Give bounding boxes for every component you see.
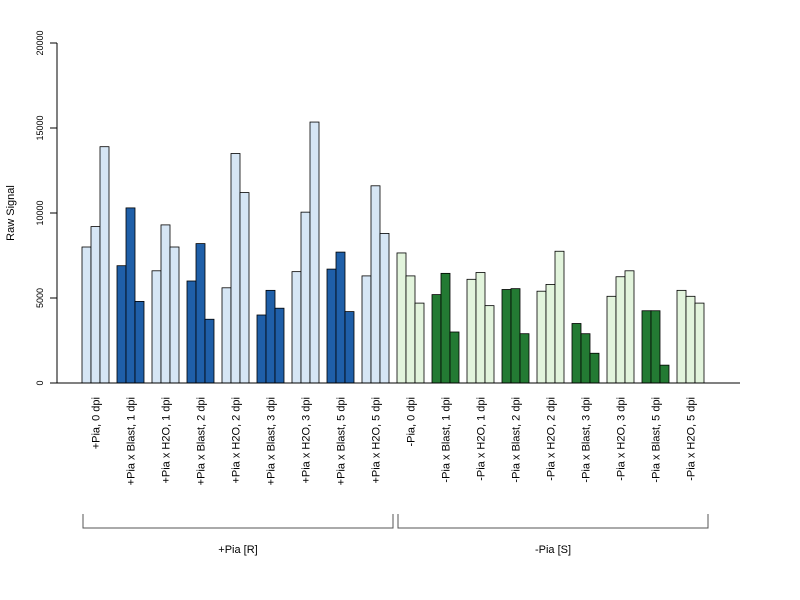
x-tick-label: -Pia x H2O, 5 dpi [686,397,698,481]
x-tick-label: -Pia x H2O, 2 dpi [546,397,558,481]
bar [169,246,180,384]
bar [230,153,241,384]
x-tick-label: -Pia, 0 dpi [406,397,418,447]
bar [475,272,486,384]
bar [195,243,206,384]
bar [641,310,652,384]
bar [624,270,635,384]
x-tick-label: -Pia x H2O, 3 dpi [616,397,628,481]
x-tick-label: +Pia x Blast, 1 dpi [126,397,138,485]
y-tick-label: 5000 [35,288,45,308]
bar [116,265,127,384]
bar [125,207,136,384]
group-bracket [397,514,709,529]
x-tick-label: +Pia x Blast, 2 dpi [196,397,208,485]
bar [676,289,687,384]
bar [650,310,661,384]
bar [405,275,416,384]
x-axis-labels: +Pia, 0 dpi +Pia x Blast, 1 dpi +Pia x H2O… [91,397,698,485]
y-axis: 0 5000 10000 15000 20000 [35,30,58,386]
bar [361,275,372,384]
y-tick-label: 10000 [35,200,45,225]
x-tick-label: +Pia x Blast, 5 dpi [336,397,348,485]
bar [659,364,670,384]
bar [160,224,171,384]
bar [545,283,556,384]
bar [274,307,285,384]
y-axis-label: Raw Signal [5,185,17,241]
bar [370,185,381,384]
y-tick-label: 15000 [35,115,45,140]
bar [606,295,617,384]
bar [536,290,547,384]
bar [151,270,162,384]
bar [90,226,101,384]
x-tick-label: -Pia x Blast, 3 dpi [581,397,593,483]
y-tick-label: 0 [35,380,45,385]
x-tick-label: -Pia x Blast, 1 dpi [441,397,453,483]
bar [221,287,232,384]
x-tick-label: +Pia x H2O, 3 dpi [301,397,313,484]
x-tick-label: +Pia x Blast, 3 dpi [266,397,278,485]
bar [580,333,591,384]
bar [81,246,92,384]
bar [449,331,460,384]
plot-area [57,121,740,384]
bar [510,288,521,384]
bar [519,333,530,384]
bar [484,305,495,384]
y-tick-label: 20000 [35,30,45,55]
bar [291,271,302,384]
x-tick-label: +Pia x H2O, 2 dpi [231,397,243,484]
group-bracket [82,514,394,529]
x-tick-label: -Pia x Blast, 2 dpi [511,397,523,483]
bar [414,302,425,384]
bar [379,232,390,384]
x-tick-label: -Pia x Blast, 5 dpi [651,397,663,483]
bar [256,314,267,384]
bar [466,278,477,384]
bar [99,146,110,384]
bar [554,250,565,384]
bar [571,323,582,384]
bar [615,276,626,384]
bar [589,352,600,384]
x-tick-label: +Pia, 0 dpi [91,397,103,449]
group-label: +Pia [R] [218,544,257,556]
bar [300,211,311,384]
bar [204,318,215,384]
x-tick-label: -Pia x H2O, 1 dpi [476,397,488,481]
bar [239,192,250,384]
group-label: -Pia [S] [535,544,571,556]
bar [335,251,346,384]
bar [344,311,355,384]
bar [431,294,442,384]
bar [685,295,696,384]
bar [396,252,407,384]
bar [694,302,705,384]
bar [265,289,276,384]
bar [134,300,145,384]
bar [186,280,197,384]
bar [501,289,512,384]
x-tick-label: +Pia x H2O, 5 dpi [371,397,383,484]
group-brackets: +Pia [R] -Pia [S] [82,514,709,556]
bar [326,268,337,384]
bar [440,272,451,384]
bar [309,121,320,384]
x-tick-label: +Pia x H2O, 1 dpi [161,397,173,484]
